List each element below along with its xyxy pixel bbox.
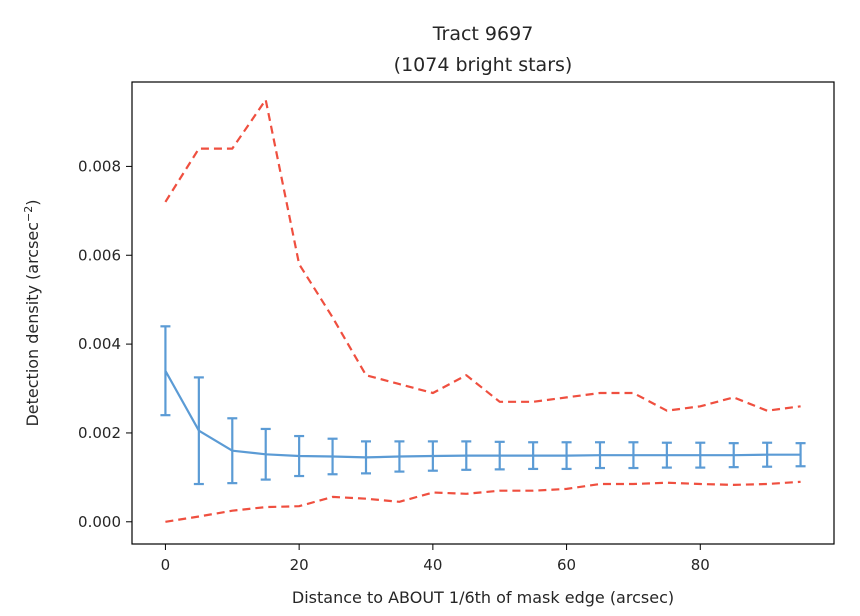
x-tick-label: 20 <box>290 556 309 574</box>
chart-title: Tract 9697 <box>432 23 534 45</box>
x-tick-label: 0 <box>161 556 171 574</box>
plot-area <box>160 98 806 523</box>
y-tick-label: 0.008 <box>78 157 121 175</box>
x-axis: 0 20 40 60 80 <box>161 544 710 574</box>
x-tick-label: 40 <box>423 556 442 574</box>
y-axis-label-close: ) <box>23 199 42 205</box>
y-tick-label: 0.000 <box>78 513 121 531</box>
y-axis-label-main: Detection density (arcsec <box>23 222 42 427</box>
chart-subtitle: (1074 bright stars) <box>394 54 573 76</box>
y-tick-label: 0.002 <box>78 424 121 442</box>
plot-frame <box>131 81 835 545</box>
y-tick-label: 0.004 <box>78 335 121 353</box>
series-line-0 <box>164 370 801 459</box>
x-tick-label: 60 <box>557 556 576 574</box>
series-line-1 <box>164 98 801 412</box>
x-axis-label: Distance to ABOUT 1/6th of mask edge (ar… <box>292 588 674 607</box>
y-axis-label: Detection density (arcsec−2) <box>22 199 42 426</box>
y-tick-label: 0.006 <box>78 246 121 264</box>
x-tick-label: 80 <box>691 556 710 574</box>
y-axis-label-exponent: −2 <box>22 206 35 222</box>
y-axis: 0.000 0.002 0.004 0.006 0.008 <box>78 157 132 531</box>
series-line-2 <box>165 480 801 523</box>
